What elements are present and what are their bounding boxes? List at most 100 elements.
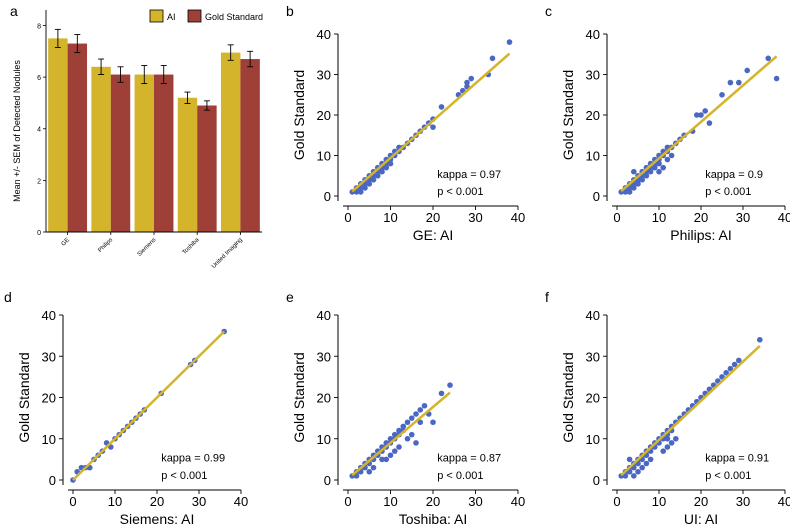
bar-gold-standard-2 <box>154 74 174 232</box>
x-tick-label: 40 <box>511 210 525 225</box>
bar-gold-standard-3 <box>197 105 217 232</box>
panel-letter-f: f <box>545 289 549 305</box>
data-point <box>656 160 662 167</box>
data-point <box>731 361 738 368</box>
y-tick-label: 40 <box>586 27 600 42</box>
kappa-annotation: kappa = 0.97 <box>437 169 501 181</box>
y-tick-label: 10 <box>586 149 600 164</box>
x-tick-label: 10 <box>652 494 666 509</box>
x-tick-label: GE <box>61 237 71 247</box>
x-tick-label: Philips <box>97 237 114 254</box>
y-tick-label: 20 <box>317 391 331 406</box>
data-point <box>408 415 415 421</box>
x-tick-label: 0 <box>344 210 351 225</box>
y-axis-title: Gold Standard <box>291 70 307 160</box>
data-point <box>757 336 763 343</box>
data-point <box>664 444 671 450</box>
x-axis-title: Philips: AI <box>670 227 731 243</box>
panel-letter-b: b <box>286 3 294 19</box>
bar-gold-standard-4 <box>240 59 260 233</box>
y-tick-label: 0 <box>324 189 331 204</box>
data-point <box>383 164 390 171</box>
legend-label-ai: AI <box>167 12 176 22</box>
y-tick-label: 6 <box>37 75 41 82</box>
fit-line <box>72 330 226 481</box>
data-point <box>727 365 734 372</box>
data-point <box>631 168 637 175</box>
y-axis-title: Gold Standard <box>16 352 32 442</box>
data-point <box>506 39 513 45</box>
data-point <box>366 181 373 187</box>
p-value-annotation: p < 0.001 <box>705 470 751 482</box>
data-point <box>639 177 645 183</box>
x-tick-label: 30 <box>468 494 482 509</box>
data-point <box>660 164 666 171</box>
y-tick-label: 0 <box>49 473 56 488</box>
x-tick-label: 40 <box>511 494 525 509</box>
data-point <box>647 168 654 175</box>
data-point <box>413 411 419 417</box>
data-point <box>438 104 445 110</box>
scatter-panel-ge: 00 10 10 20 20 30 30 40 40 kappa = 0.97 p < 0.001 G… <box>291 27 525 243</box>
data-point <box>362 185 368 191</box>
x-tick-label: 40 <box>778 494 790 509</box>
y-tick-label: 30 <box>586 68 600 83</box>
data-point <box>656 168 662 175</box>
data-point <box>626 456 633 463</box>
y-tick-label: 40 <box>317 308 331 323</box>
bar-ylabel: Mean +/- SEM of Detected Nodules <box>12 60 22 202</box>
y-axis-title: Gold Standard <box>560 352 576 442</box>
bar-gold-standard-0 <box>67 43 88 233</box>
data-point <box>396 427 402 434</box>
data-point <box>664 156 671 163</box>
x-axis-title: Siemens: AI <box>120 511 195 525</box>
panel-letter-c: c <box>545 3 552 19</box>
data-point <box>408 431 415 438</box>
y-tick-label: 20 <box>317 108 331 123</box>
panel-letter-a: a <box>10 3 18 19</box>
data-point <box>668 152 675 159</box>
bar-marks <box>48 28 260 233</box>
kappa-annotation: kappa = 0.99 <box>161 452 225 464</box>
bar-ai-4 <box>220 52 241 233</box>
x-tick-label: United Imaging <box>211 237 244 270</box>
data-point <box>647 456 654 463</box>
data-point <box>404 435 411 442</box>
x-tick-label: 30 <box>468 210 482 225</box>
y-tick-label: 40 <box>317 27 331 42</box>
x-tick-label: Siemens <box>137 237 158 258</box>
x-tick-label: Toshiba <box>182 237 201 256</box>
data-point <box>353 473 360 479</box>
x-tick-label: 30 <box>736 494 750 509</box>
data-point <box>631 185 637 191</box>
x-tick-label: 40 <box>778 210 790 225</box>
data-point <box>744 67 750 74</box>
fit-line <box>351 52 511 193</box>
data-point <box>464 79 470 86</box>
y-tick-label: 8 <box>37 23 41 30</box>
x-axis-title: UI: AI <box>684 511 718 525</box>
legend-swatch-gold <box>187 9 202 23</box>
data-point <box>631 473 637 479</box>
data-point <box>723 369 729 376</box>
data-point <box>727 79 734 86</box>
x-tick-label: 0 <box>613 210 620 225</box>
data-point <box>430 124 436 130</box>
p-value-annotation: p < 0.001 <box>161 470 207 482</box>
data-point <box>694 112 700 118</box>
data-point <box>468 75 475 82</box>
x-tick-label: 40 <box>234 494 248 509</box>
data-point <box>391 448 398 454</box>
y-tick-label: 20 <box>42 391 56 406</box>
data-point <box>387 160 394 167</box>
y-tick-label: 10 <box>317 149 331 164</box>
y-tick-label: 30 <box>317 349 331 364</box>
data-point <box>489 55 496 62</box>
scatter-panel-philips: 00 10 10 20 20 30 30 40 40 kappa = 0.9 p < 0.001 Ph… <box>560 27 790 243</box>
x-tick-label: 20 <box>694 210 708 225</box>
data-point <box>773 75 780 82</box>
y-tick-label: 20 <box>586 391 600 406</box>
y-tick-label: 0 <box>37 230 41 237</box>
y-tick-label: 30 <box>42 349 56 364</box>
fit-line <box>620 55 778 193</box>
